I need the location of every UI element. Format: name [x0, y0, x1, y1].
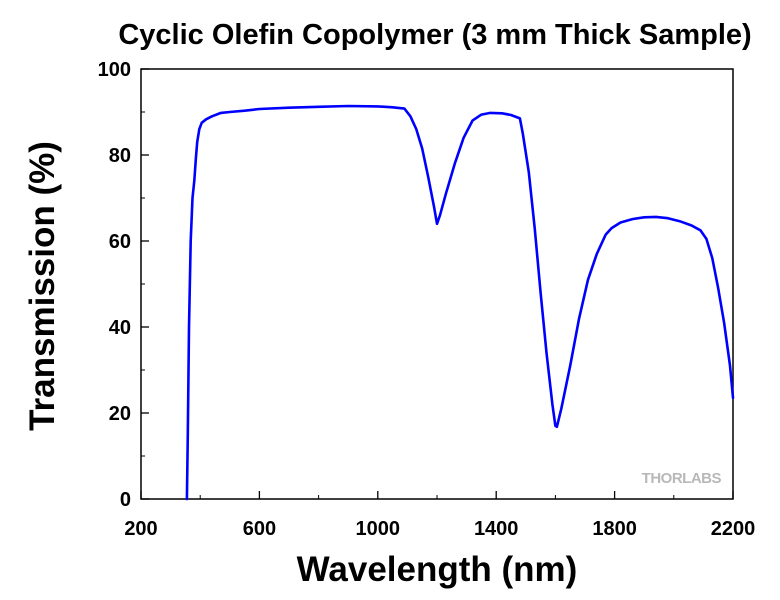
x-axis: 200 600 1000 1400 1800 2200: [124, 491, 755, 540]
y-tick-label: 100: [98, 59, 131, 81]
series-layer: [185, 104, 735, 501]
y-tick-label: 40: [109, 317, 131, 339]
transmission-series-line: [185, 104, 735, 501]
y-axis: 0 20 40 60 80 100: [98, 59, 149, 511]
x-tick-label: 1400: [474, 518, 519, 540]
x-tick-label: 200: [124, 518, 157, 540]
y-tick-label: 20: [109, 403, 131, 425]
y-axis-label: Transmission (%): [23, 141, 62, 431]
y-tick-label: 0: [120, 489, 131, 511]
x-tick-label: 2200: [711, 518, 756, 540]
x-tick-label: 1800: [592, 518, 637, 540]
y-tick-label: 60: [109, 231, 131, 253]
watermark: THORLABS: [642, 470, 722, 487]
x-axis-label: Wavelength (nm): [297, 550, 578, 589]
chart-title: Cyclic Olefin Copolymer (3 mm Thick Samp…: [118, 19, 751, 51]
x-tick-label: 600: [243, 518, 276, 540]
plot-area: [140, 68, 734, 500]
y-tick-label: 80: [109, 145, 131, 167]
x-tick-label: 1000: [356, 518, 401, 540]
